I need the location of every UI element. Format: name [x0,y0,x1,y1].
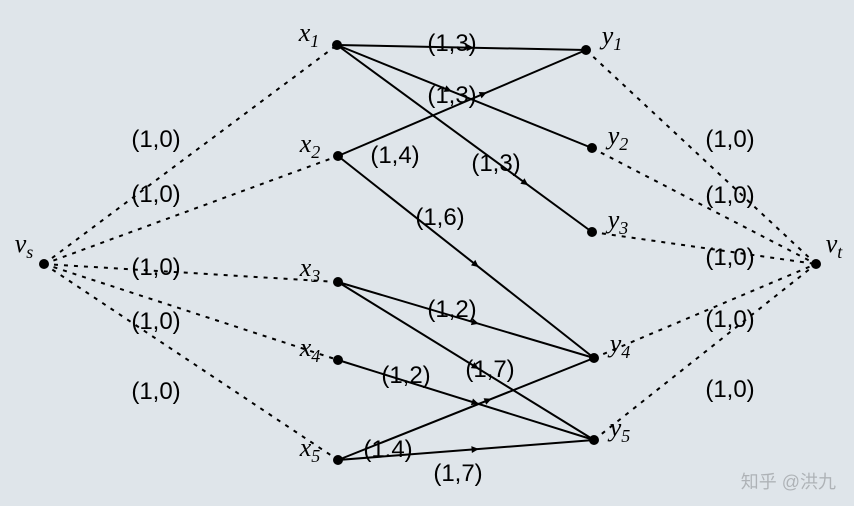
node-label-x3: x3 [300,253,321,287]
node-label-sub: 1 [613,34,622,54]
node-label-y4: y4 [610,329,631,363]
graph-node [589,435,599,445]
node-label-vs: vs [15,229,34,263]
edge-label: (1,7) [433,460,482,488]
graph-node [333,151,343,161]
edge-label: (1,3) [427,30,476,58]
node-label-text: x [299,18,311,47]
graph-node [811,259,821,269]
node-label-text: x [300,253,312,282]
edge-label: (1,0) [131,308,180,336]
node-label-x2: x2 [300,129,321,163]
graph-edge [44,264,338,282]
graph-node [333,455,343,465]
node-label-text: y [608,205,620,234]
node-label-text: y [610,329,622,358]
graph-edge [44,264,338,460]
node-label-y2: y2 [608,121,629,155]
graph-node [333,277,343,287]
diagram-canvas: (1,0) (1,0) (1,0) (1,0) (1,0) (1,0) (1,0) (1,0)… [0,0,854,506]
edge-label: (1,0) [131,126,180,154]
node-label-text: y [602,21,614,50]
node-label-sub: 5 [311,446,320,466]
edge-label: (1,6) [415,204,464,232]
graph-edge [44,45,337,264]
node-label-sub: s [26,242,33,262]
edge-label: (1,0) [131,254,180,282]
graph-node [587,143,597,153]
node-label-text: x [300,433,312,462]
node-label-x4: x4 [300,333,321,367]
edge-label: (1,0) [705,244,754,272]
node-label-sub: 3 [619,218,628,238]
node-label-vt: vt [826,229,843,263]
node-label-sub: 4 [621,342,630,362]
node-label-text: v [826,229,838,258]
node-label-sub: 2 [619,134,628,154]
node-label-text: y [610,413,622,442]
edge-label: (1,2) [381,362,430,390]
node-label-x5: x5 [300,433,321,467]
edge-label: (1,0) [705,182,754,210]
node-label-y1: y1 [602,21,623,55]
node-label-sub: 3 [311,266,320,286]
edge-label: (1,0) [131,378,180,406]
graph-edge [44,156,338,264]
edge-label: (1.4) [363,436,412,464]
edge-label: (1,0) [705,126,754,154]
edge-label: (1,4) [370,142,419,170]
edge-label: (1,0) [131,181,180,209]
graph-node [332,40,342,50]
graph-node [581,45,591,55]
arrow-head [471,446,478,453]
graph-node [587,227,597,237]
edge-label: (1,2) [427,296,476,324]
node-label-text: v [15,229,27,258]
edge-label: (1,0) [705,306,754,334]
node-label-sub: 2 [311,142,320,162]
graph-node [589,353,599,363]
node-label-sub: 5 [621,426,630,446]
edge-label: (1,3) [427,82,476,110]
edge-label: (1,7) [465,356,514,384]
node-label-text: x [300,129,312,158]
node-label-sub: t [837,242,842,262]
node-label-sub: 1 [310,31,319,51]
node-label-x1: x1 [299,18,320,52]
graph-node [39,259,49,269]
node-label-y5: y5 [610,413,631,447]
watermark: 知乎 @洪九 [741,468,836,494]
graph-node [333,355,343,365]
edge-label: (1,0) [705,376,754,404]
graph-edge [338,156,594,358]
edge-label: (1,3) [471,150,520,178]
node-label-text: y [608,121,620,150]
node-label-y3: y3 [608,205,629,239]
node-label-sub: 4 [311,346,320,366]
node-label-text: x [300,333,312,362]
